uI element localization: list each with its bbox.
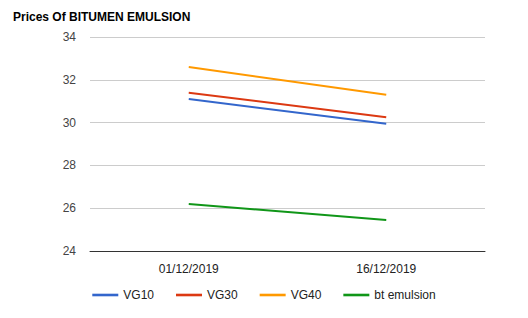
svg-text:28: 28 (63, 158, 77, 172)
svg-text:30: 30 (63, 116, 77, 130)
svg-text:VG40: VG40 (291, 288, 322, 302)
svg-text:26: 26 (63, 201, 77, 215)
svg-text:01/12/2019: 01/12/2019 (159, 262, 219, 276)
svg-text:34: 34 (63, 30, 77, 44)
svg-text:VG30: VG30 (207, 288, 238, 302)
svg-text:VG10: VG10 (123, 288, 154, 302)
svg-text:32: 32 (63, 73, 77, 87)
svg-text:Prices Of BITUMEN EMULSION: Prices Of BITUMEN EMULSION (13, 10, 190, 24)
svg-text:24: 24 (63, 244, 77, 258)
svg-text:16/12/2019: 16/12/2019 (356, 262, 416, 276)
svg-text:bt emulsion: bt emulsion (374, 288, 435, 302)
